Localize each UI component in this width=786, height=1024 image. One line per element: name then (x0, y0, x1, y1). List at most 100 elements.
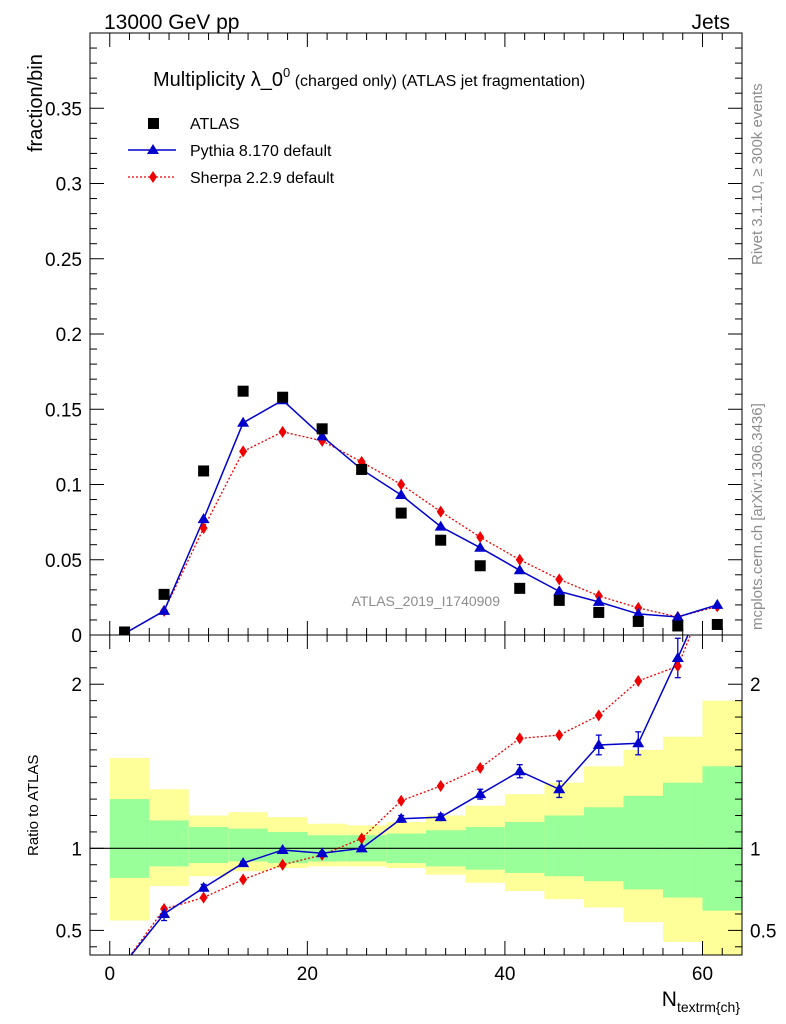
x-axis-label: Ntextrm{ch} (662, 988, 741, 1015)
ratio-band-green (109, 799, 150, 878)
ratio-band-green (267, 831, 308, 864)
atlas-point (356, 463, 368, 475)
ratio-band-green (544, 815, 584, 877)
pythia-ratio-point (119, 957, 131, 967)
legend-marker-pythia (147, 144, 159, 154)
pythia-ratio-point (474, 788, 487, 799)
atlas-point (198, 465, 210, 477)
pythia-point (158, 604, 171, 615)
pythia-ratio-point (592, 738, 605, 749)
legend: ATLAS Pythia 8.170 default Sherpa 2.2.9 … (128, 116, 335, 187)
pythia-line (124, 399, 718, 635)
x-axis-label-sub: textrm{ch} (677, 999, 740, 1015)
x-tick-label: 40 (494, 964, 515, 985)
sherpa-ratio-point (239, 873, 248, 886)
energy-label: 13000 GeV pp (104, 11, 239, 34)
legend-label-pythia: Pythia 8.170 default (190, 143, 332, 160)
atlas-point (237, 385, 249, 397)
ratio-y-tick-label: 0.5 (56, 921, 82, 942)
y-tick-label: 0.15 (45, 400, 82, 421)
pythia-ratio-point (671, 651, 684, 662)
ratio-band-green (188, 827, 229, 864)
ratio-band-green (662, 782, 703, 898)
sherpa-point (239, 445, 248, 458)
pythia-point (711, 598, 724, 609)
main-panel: 0 0.05 0.1 0.15 0.2 0.25 0.3 0.35 (45, 32, 743, 647)
pythia-point (316, 430, 329, 441)
sherpa-line (124, 431, 718, 635)
ratio-y-tick-label-right: 1 (750, 839, 761, 860)
sherpa-point (436, 505, 445, 518)
pythia-ratio-point (316, 847, 329, 858)
main-frame (89, 32, 743, 636)
y-tick-label: 0.25 (45, 250, 82, 271)
ratio-band-green (583, 807, 624, 882)
ratio-band-green (149, 820, 189, 867)
atlas-point (672, 620, 684, 632)
chart-title-superscript: 0 (283, 65, 290, 80)
legend-label-sherpa: Sherpa 2.2.9 default (190, 170, 335, 187)
pythia-ratio-point (276, 843, 289, 854)
pythia-ratio-point (355, 842, 368, 853)
ratio-y-tick-label-right: 2 (750, 675, 761, 696)
ratio-plot-area (90, 635, 742, 967)
chart-title-rest: (charged only) (ATLAS jet fragmentation) (290, 73, 585, 90)
ratio-frame (89, 634, 743, 956)
sherpa-point (199, 522, 208, 535)
ratio-band-green (702, 766, 742, 911)
atlas-point (553, 594, 565, 606)
pythia-point (592, 595, 605, 606)
ratio-band-green (623, 795, 663, 890)
chart-title-main: Multiplicity λ_0 (153, 69, 283, 91)
sherpa-point (555, 573, 564, 586)
pythia-point (553, 585, 566, 596)
mcplots-label: mcplots.cern.ch [arXiv:1306.3436] (749, 403, 766, 630)
ratio-band-green (228, 828, 268, 862)
sherpa-ratio-point (555, 729, 564, 742)
pythia-point (237, 416, 250, 427)
pythia-ratio-point (395, 812, 408, 823)
pythia-point (632, 607, 645, 618)
sherpa-ratio-point (673, 660, 682, 673)
sherpa-ratio-point (199, 891, 208, 904)
pythia-point (395, 489, 408, 500)
sherpa-ratio-point (397, 794, 406, 807)
x-tick-label: 0 (104, 964, 115, 985)
ratio-y-tick-label-right: 0.5 (750, 921, 776, 942)
atlas-point (316, 423, 328, 435)
atlas-point (632, 615, 644, 627)
legend-marker-sherpa (149, 171, 157, 183)
x-tick-label: 20 (297, 964, 318, 985)
y-tick-label: 0.2 (56, 325, 82, 346)
atlas-point (711, 618, 723, 630)
atlas-point (435, 534, 447, 546)
pythia-point (434, 520, 447, 531)
chart-title: Multiplicity λ_00 (charged only) (ATLAS … (153, 65, 585, 91)
y-tick-label: 0 (71, 626, 82, 647)
main-plot-area (119, 385, 724, 635)
pythia-point (513, 564, 526, 575)
ratio-axis-label: Ratio to ATLAS (25, 755, 42, 856)
atlas-point (593, 606, 605, 618)
pythia-ratio-point (632, 737, 645, 748)
pythia-ratio-point (434, 811, 447, 822)
pythia-ratio-point (237, 857, 250, 868)
pythia-point (474, 541, 487, 552)
sherpa-ratio-point (476, 761, 485, 774)
ratio-y-tick-label: 1 (71, 839, 82, 860)
ratio-y-tick-label: 2 (71, 675, 82, 696)
sherpa-point (476, 531, 485, 544)
sherpa-ratio-point (634, 674, 643, 687)
pythia-ratio-line (130, 635, 689, 955)
sherpa-ratio-point (515, 732, 524, 745)
legend-marker-atlas (148, 118, 159, 129)
sherpa-ratio-point (357, 832, 366, 845)
atlas-point (158, 588, 170, 600)
analysis-label: ATLAS_2019_I1740909 (352, 593, 501, 609)
sherpa-point (397, 478, 406, 491)
x-axis-label-main: N (662, 988, 677, 1011)
ratio-band-green (504, 822, 545, 873)
y-tick-label: 0.35 (45, 99, 82, 120)
pythia-ratio-point (513, 765, 526, 776)
pythia-ratio-point (553, 783, 566, 794)
